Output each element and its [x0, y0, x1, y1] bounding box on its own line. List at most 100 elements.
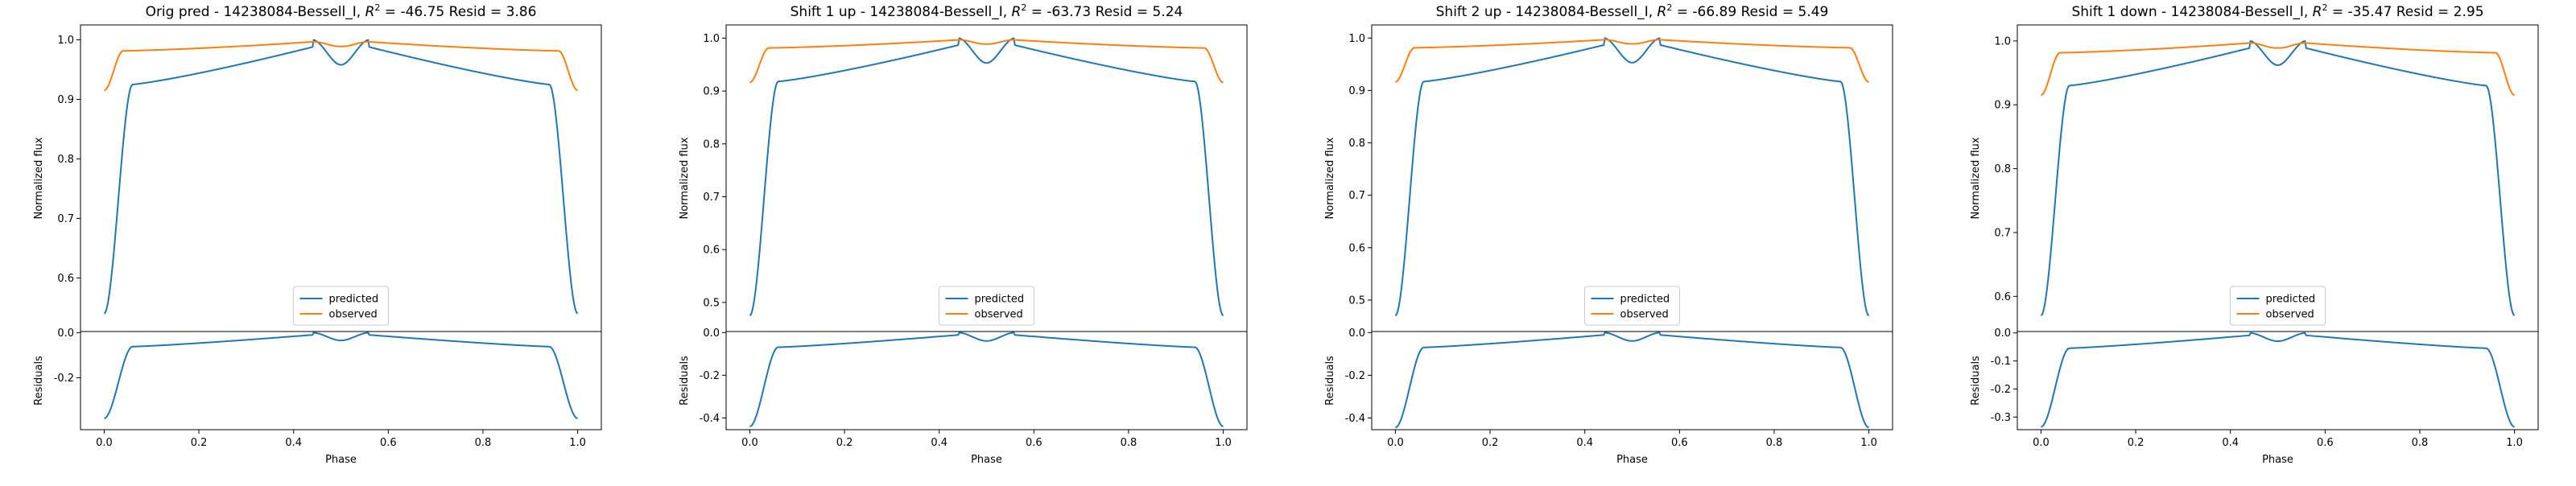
title-text: Orig pred - 14238084-Bessell_I, — [146, 4, 365, 20]
title-r2: R — [2313, 4, 2322, 20]
resid-y-tick-label: 0.0 — [1994, 327, 2011, 340]
y-tick-label: 0.9 — [57, 94, 74, 106]
x-tick-label: 0.0 — [2033, 437, 2050, 449]
x-tick-label: 0.6 — [1671, 437, 1688, 449]
observed-line — [104, 40, 578, 92]
chart-panel-1: Orig pred - 14238084-Bessell_I, R2 = -46… — [33, 2, 602, 466]
title-tail: = -46.75 Resid = 3.86 — [380, 4, 536, 20]
chart-panel-3: Shift 2 up - 14238084-Bessell_I, R2 = -6… — [1324, 2, 1893, 466]
x-tick-label: 0.8 — [1766, 437, 1783, 449]
y-tick-label: 1.0 — [1994, 35, 2011, 47]
predicted-line — [1394, 37, 1870, 317]
chart-title: Shift 2 up - 14238084-Bessell_I, R2 = -6… — [1436, 2, 1829, 20]
y-tick-label: 0.8 — [1994, 163, 2011, 175]
y-tick-label: 0.9 — [1994, 100, 2011, 112]
y-tick-label: 0.7 — [1994, 227, 2011, 239]
legend-box — [1584, 286, 1680, 326]
x-axis-label: Phase — [1616, 454, 1648, 466]
legend-label-observed: observed — [329, 309, 378, 321]
resid-y-tick-label: -0.2 — [1345, 370, 1365, 382]
chart-title: Shift 1 down - 14238084-Bessell_I, R2 = … — [2071, 2, 2483, 20]
legend-box — [293, 286, 389, 326]
legend: predicted observed — [939, 286, 1034, 326]
residual-axis-label: Residuals — [33, 356, 45, 406]
y-tick-label: 0.6 — [57, 273, 74, 285]
y-tick-label: 0.9 — [703, 86, 720, 98]
predicted-line — [749, 37, 1224, 316]
observed-line — [1395, 39, 1869, 83]
legend-label-observed: observed — [2266, 309, 2314, 321]
resid-y-tick-label: -0.2 — [700, 370, 720, 382]
title-sup: 2 — [1021, 2, 1026, 13]
x-tick-label: 0.2 — [191, 437, 208, 449]
legend-label-predicted: predicted — [975, 294, 1025, 306]
y-tick-label: 0.9 — [1348, 85, 1365, 97]
resid-y-tick-label: -0.4 — [1345, 413, 1365, 425]
x-tick-label: 0.8 — [2412, 437, 2429, 449]
main-axes-frame — [2017, 24, 2539, 332]
title-text: Shift 1 up - 14238084-Bessell_I, — [791, 4, 1012, 20]
main-axes-frame — [1371, 24, 1893, 332]
x-tick-label: 0.0 — [741, 437, 758, 449]
chart-title: Orig pred - 14238084-Bessell_I, R2 = -46… — [146, 2, 537, 20]
predicted-line — [103, 39, 579, 315]
title-text: Shift 1 down - 14238084-Bessell_I, — [2071, 4, 2312, 20]
chart-panel-4: Shift 1 down - 14238084-Bessell_I, R2 = … — [1970, 2, 2539, 466]
legend-label-predicted: predicted — [329, 294, 379, 306]
y-tick-label: 1.0 — [57, 35, 74, 47]
residual-line — [104, 332, 578, 419]
residual-line — [1395, 332, 1869, 429]
legend-label-observed: observed — [1620, 309, 1669, 321]
resid-y-tick-label: -0.2 — [1991, 384, 2011, 396]
resid-y-tick-label: 0.0 — [1348, 327, 1365, 340]
residual-axis-label: Residuals — [1970, 356, 1982, 406]
y-tick-label: 0.6 — [1994, 291, 2011, 303]
x-tick-label: 0.6 — [1026, 437, 1042, 449]
y-tick-label: 0.8 — [703, 138, 720, 150]
residual-axis-label: Residuals — [1324, 356, 1336, 406]
main-axes-frame — [725, 24, 1248, 332]
legend: predicted observed — [293, 286, 389, 326]
legend: predicted observed — [2230, 286, 2326, 326]
title-r2: R — [1012, 4, 1022, 20]
y-axis-label: Normalized flux — [1970, 137, 1982, 219]
residual-axes-frame — [725, 331, 1248, 430]
x-axis-label: Phase — [971, 454, 1002, 466]
x-tick-label: 1.0 — [569, 437, 586, 449]
x-tick-label: 0.4 — [1576, 437, 1593, 449]
y-tick-label: 0.7 — [1348, 190, 1365, 202]
y-axis-label: Normalized flux — [679, 137, 691, 219]
resid-y-tick-label: 0.0 — [57, 327, 74, 340]
x-tick-label: 0.6 — [380, 437, 397, 449]
y-tick-label: 0.7 — [57, 213, 74, 225]
y-tick-label: 0.6 — [703, 245, 720, 257]
title-tail: = -35.47 Resid = 2.95 — [2327, 4, 2483, 20]
observed-line — [2041, 42, 2515, 97]
legend-box — [939, 286, 1034, 326]
resid-y-tick-label: -0.1 — [1991, 356, 2011, 368]
x-tick-label: 0.0 — [1387, 437, 1404, 449]
x-tick-label: 0.8 — [1121, 437, 1137, 449]
x-tick-label: 0.2 — [836, 437, 853, 449]
y-tick-label: 1.0 — [703, 33, 720, 45]
resid-y-tick-label: -0.2 — [54, 373, 74, 385]
x-tick-label: 1.0 — [1215, 437, 1232, 449]
legend-label-predicted: predicted — [1620, 294, 1670, 306]
resid-y-tick-label: -0.3 — [1991, 412, 2011, 424]
chart-title: Shift 1 up - 14238084-Bessell_I, R2 = -6… — [791, 2, 1183, 20]
residual-line — [749, 332, 1224, 427]
title-tail: = -63.73 Resid = 5.24 — [1026, 4, 1183, 20]
residual-axes-frame — [80, 331, 602, 430]
x-axis-label: Phase — [2262, 454, 2293, 466]
legend: predicted observed — [1584, 286, 1680, 326]
title-sup: 2 — [374, 2, 380, 13]
y-axis-label: Normalized flux — [33, 137, 45, 219]
x-tick-label: 0.2 — [2128, 437, 2145, 449]
x-tick-label: 0.4 — [931, 437, 947, 449]
chart-panel-2: Shift 1 up - 14238084-Bessell_I, R2 = -6… — [679, 2, 1248, 466]
residual-axes-frame — [1371, 331, 1893, 430]
x-tick-label: 1.0 — [1860, 437, 1877, 449]
y-tick-label: 0.8 — [57, 154, 74, 166]
